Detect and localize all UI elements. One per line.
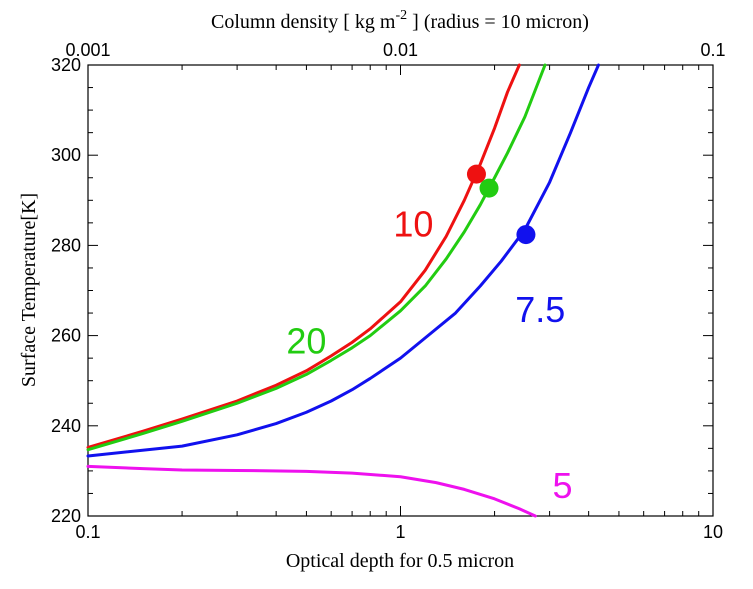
series-lines xyxy=(86,63,600,518)
top-tick-label: 0.1 xyxy=(700,40,725,60)
top-axis-title: Column density [ kg m-2 ] (radius = 10 m… xyxy=(211,8,589,33)
y-axis-title: Surface Temperature[K] xyxy=(18,193,40,387)
series-labels: 10 20 7.5 5 xyxy=(286,203,572,506)
series-line-7.5 xyxy=(86,63,600,458)
series-line-10 xyxy=(86,63,521,449)
x-tick-label: 0.1 xyxy=(75,522,100,542)
series-line-20 xyxy=(86,63,547,452)
series-markers xyxy=(466,164,536,245)
top-axis-title-prefix: Column density [ kg m xyxy=(211,11,396,33)
series-label-10: 10 xyxy=(393,203,433,244)
series-label-7.5: 7.5 xyxy=(515,289,565,330)
series-marker-10 xyxy=(466,164,486,184)
top-axis-title-suffix: ] (radius = 10 micron) xyxy=(407,11,589,33)
y-tick-label: 300 xyxy=(51,145,81,165)
top-tick-label: 0.01 xyxy=(383,40,418,60)
x-axis-title: Optical depth for 0.5 micron xyxy=(286,550,514,572)
top-axis-title-exponent: -2 xyxy=(395,8,407,23)
y-tick-label: 280 xyxy=(51,235,81,255)
plot-frame xyxy=(87,64,714,517)
series-marker-20 xyxy=(479,178,499,198)
y-tick-label: 320 xyxy=(51,55,81,75)
x-tick-label: 10 xyxy=(703,522,723,542)
series-marker-7.5 xyxy=(516,225,536,245)
y-tick-label: 260 xyxy=(51,326,81,346)
series-label-5: 5 xyxy=(553,465,573,506)
axis-ticks xyxy=(87,64,713,517)
x-tick-label: 1 xyxy=(395,522,405,542)
series-line-5 xyxy=(86,464,537,518)
y-tick-label: 220 xyxy=(51,506,81,526)
series-label-20: 20 xyxy=(286,321,326,362)
y-tick-label: 240 xyxy=(51,416,81,436)
top-tick-label: 0.001 xyxy=(65,40,110,60)
